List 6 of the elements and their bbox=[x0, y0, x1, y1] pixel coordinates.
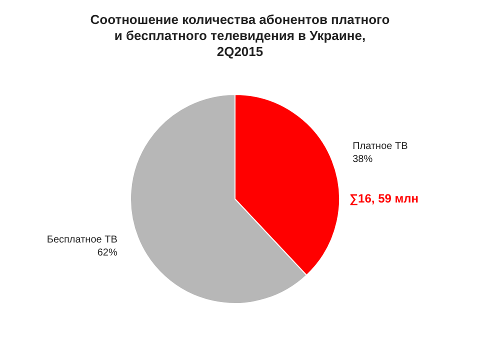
data-label: 62% bbox=[97, 247, 118, 258]
slice-label: Бесплатное ТВ bbox=[46, 234, 118, 246]
slice-label: Платное ТВ bbox=[352, 141, 408, 152]
text: ∑16, 59 млн bbox=[350, 191, 418, 206]
data-label: 38% bbox=[352, 154, 373, 166]
chart-title: Соотношение количества абонентов платного и бесплатного телевидения в Украине, 2Q2015 bbox=[90, 12, 390, 60]
